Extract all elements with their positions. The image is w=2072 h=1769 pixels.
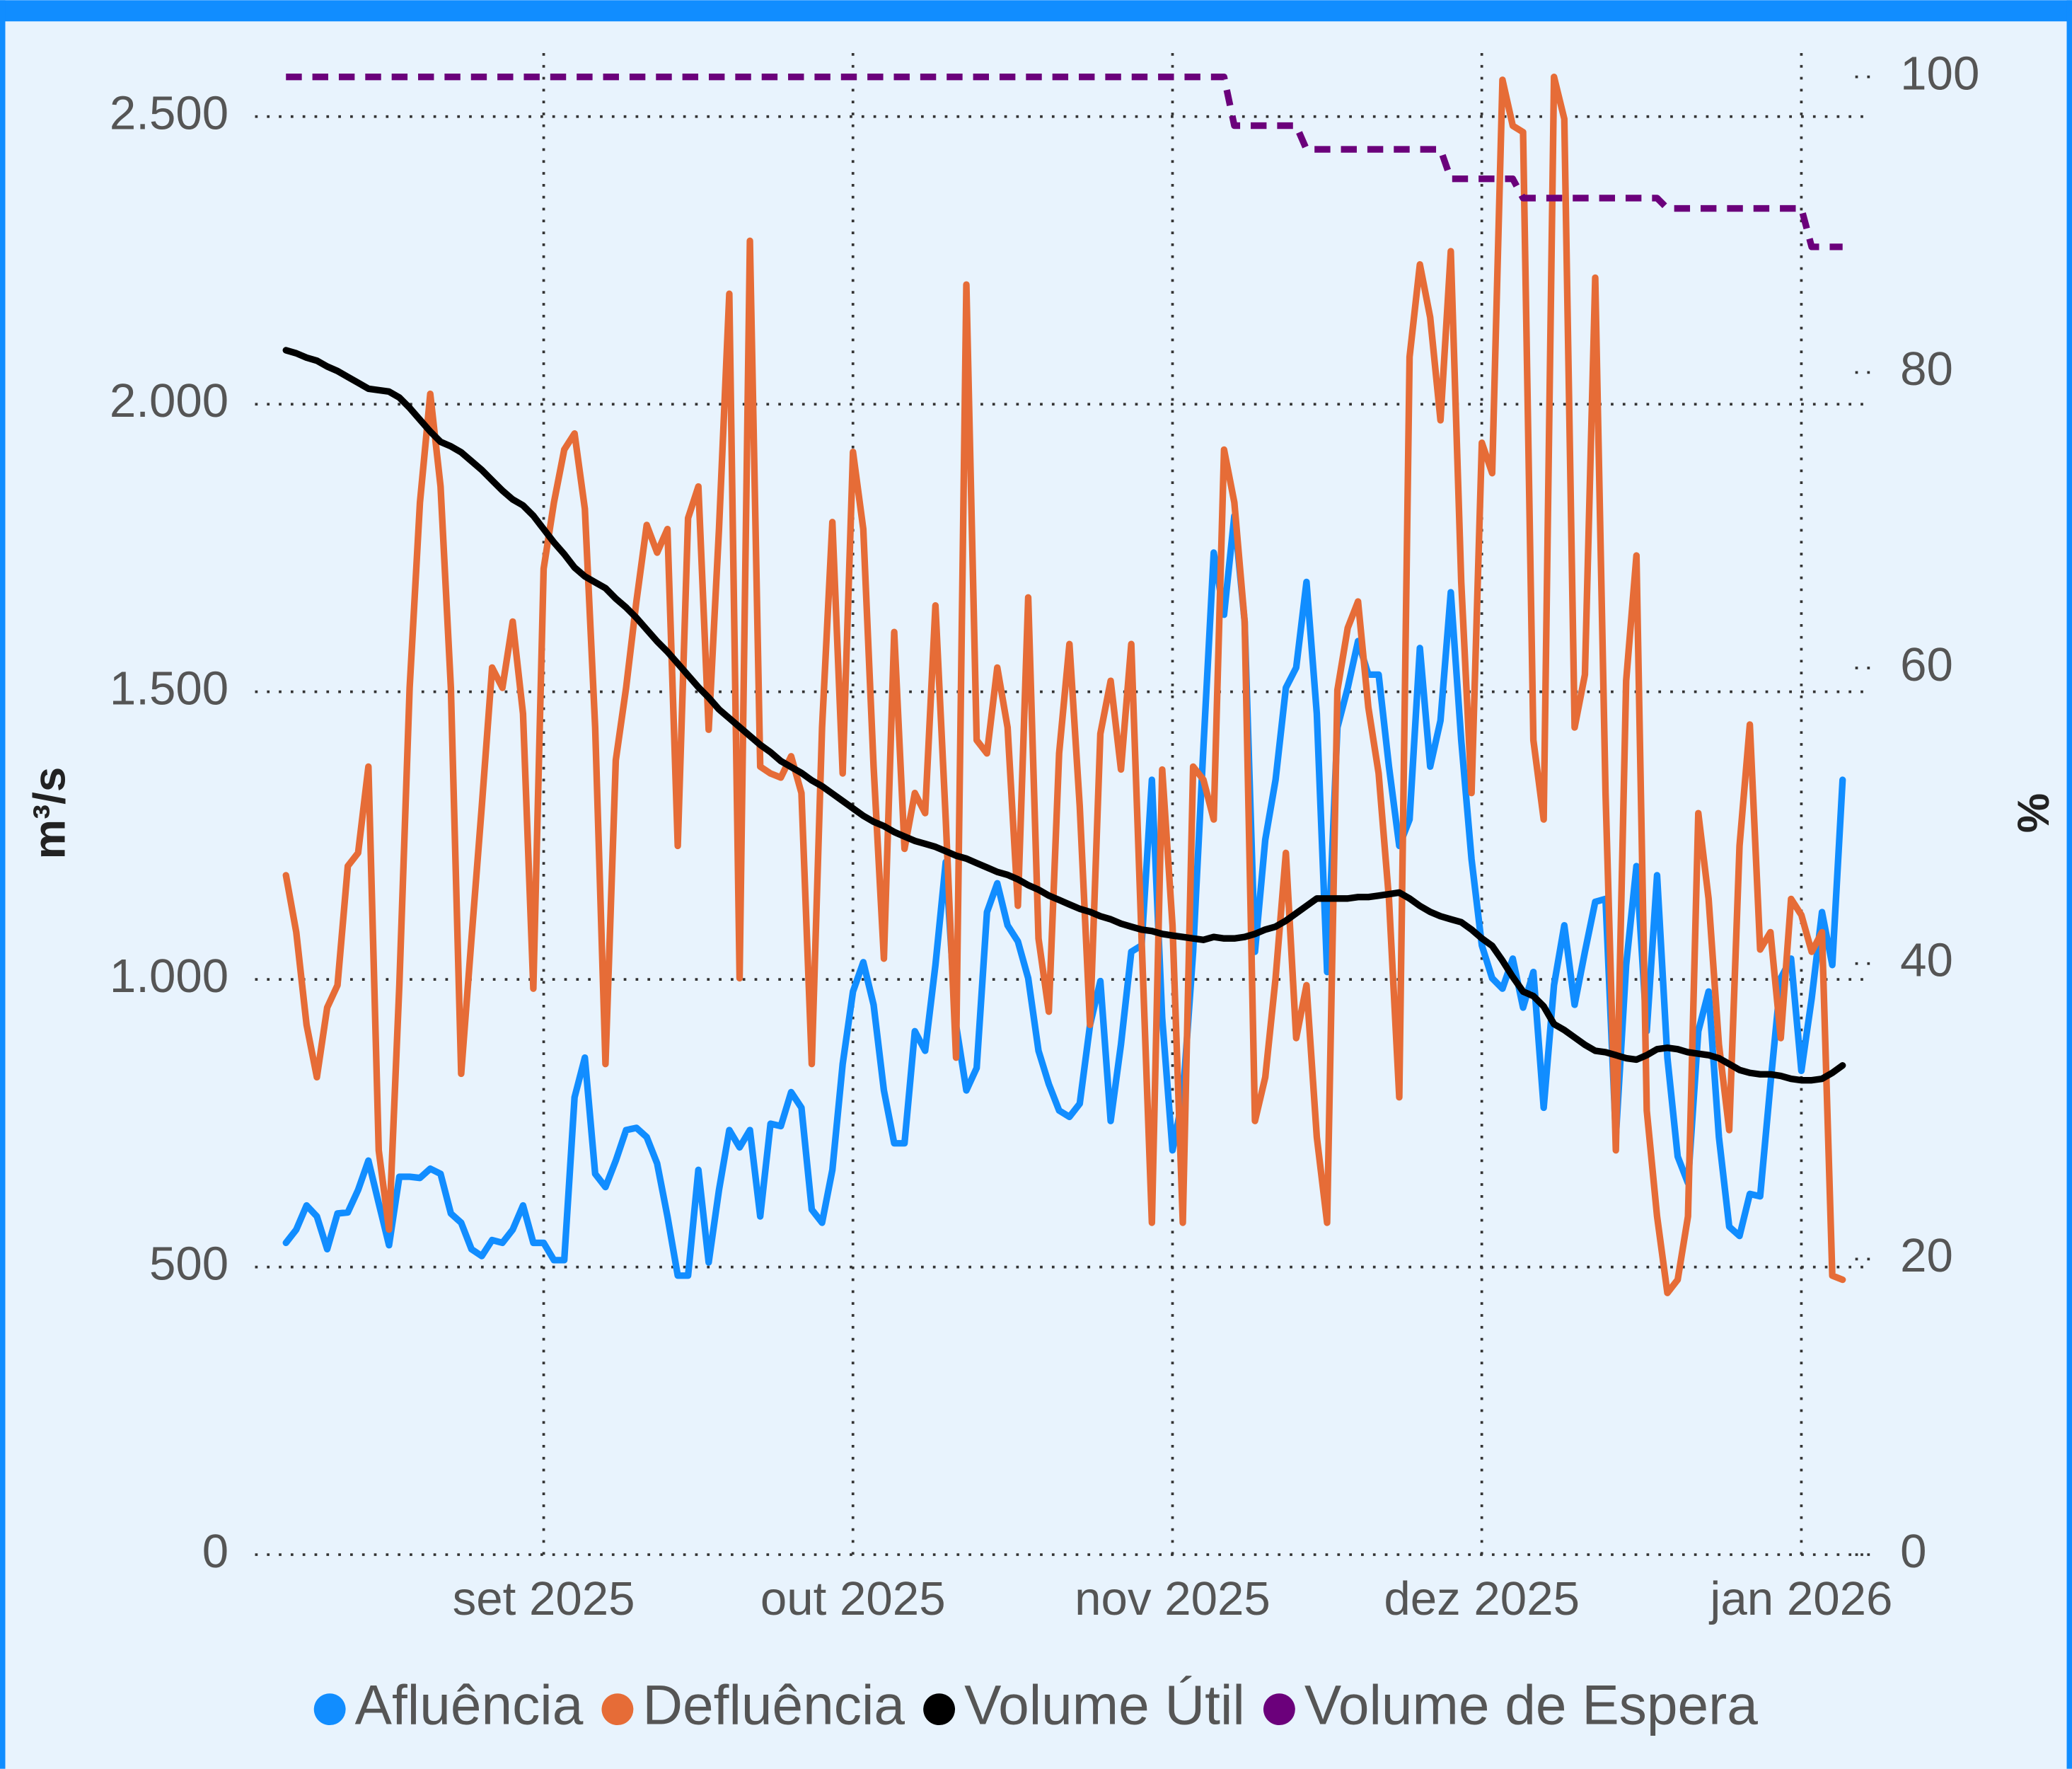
legend-marker [923,1693,956,1726]
y2-tick-label: 0 [1900,1525,1926,1578]
y-tick-label: 2.000 [110,374,228,427]
legend-label: Volume de Espera [1304,1673,1758,1736]
x-tick-label: set 2025 [453,1572,635,1625]
y2-tick-label: 20 [1900,1229,1953,1282]
y-tick-label: 1.500 [110,662,228,715]
legend-marker [1263,1693,1295,1726]
y-axis-title: m³/s [25,767,75,860]
x-tick-label: out 2025 [760,1572,946,1625]
x-tick-label: nov 2025 [1075,1572,1271,1625]
legend-label: Defluência [642,1673,905,1736]
x-tick-label: jan 2026 [1708,1572,1892,1625]
legend-marker [601,1693,634,1726]
series-line [282,73,1846,1296]
x-tick-label: dez 2025 [1384,1572,1580,1625]
series-line [286,73,1843,250]
y-tick-label: 0 [202,1525,228,1578]
legend-marker [313,1693,346,1726]
legend: Afluência Defluência Volume Útil Volume de … [313,1673,1758,1736]
right-border [2066,0,2072,1769]
legend-label: Afluência [355,1673,584,1736]
y2-axis-title: % [2008,793,2057,833]
left-border [0,0,6,1769]
y-tick-label: 500 [149,1237,228,1290]
series-line [282,512,1846,1279]
y2-tick-label: 80 [1900,342,1953,396]
series-line [282,347,1846,1084]
y2-tick-label: 100 [1900,47,1979,100]
y2-tick-label: 60 [1900,638,1953,691]
y2-tick-label: 40 [1900,933,1953,986]
legend-label: Volume Útil [964,1673,1245,1736]
top-bar [0,0,2072,22]
y-tick-label: 2.500 [110,87,228,140]
y-tick-label: 1.000 [110,950,228,1003]
